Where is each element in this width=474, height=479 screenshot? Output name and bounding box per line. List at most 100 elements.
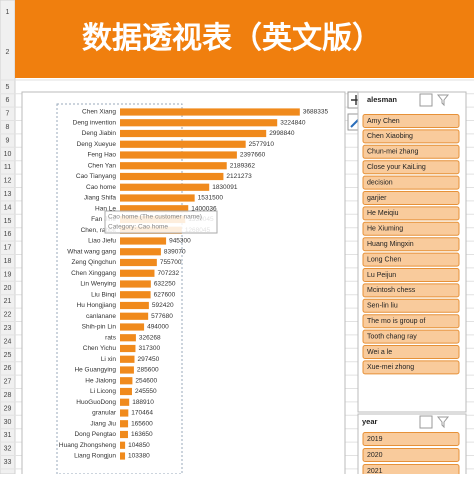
row-number: 31	[4, 432, 12, 439]
slicer-item-label: Amy Chen	[367, 118, 400, 125]
slicer-item-label: garjier	[367, 195, 387, 202]
category-label: Chen Yichu	[83, 345, 117, 352]
data-label: 2998840	[269, 130, 295, 137]
data-label: 103380	[128, 453, 150, 460]
row-number: 13	[4, 191, 12, 198]
slicer-item-label: Huang Mingxin	[367, 241, 414, 248]
row-number: 20	[4, 285, 12, 292]
slicer-header: year	[362, 417, 378, 426]
category-label: Cao Tianyang	[76, 173, 116, 180]
category-label: rats	[105, 334, 117, 341]
bar	[120, 119, 278, 127]
data-label: 945300	[169, 238, 191, 245]
data-label: 3224840	[280, 119, 306, 126]
slicer-item-label: Wei a le	[367, 349, 392, 356]
slicer-item[interactable]	[362, 221, 460, 236]
category-label: Lin Wenying	[80, 281, 116, 288]
bar	[120, 420, 129, 428]
slicer-item-label: The mo is group of	[367, 318, 425, 325]
slicer-item[interactable]	[362, 175, 460, 190]
row-number: 16	[4, 231, 12, 238]
banner-title: 数据透视表（英文版）	[82, 21, 382, 55]
chart-area	[21, 91, 346, 479]
row-number: 23	[4, 325, 12, 332]
category-label: Han Le	[95, 205, 116, 212]
multi-select-button[interactable]	[419, 93, 433, 107]
data-label: 285600	[137, 367, 159, 374]
slicer-item[interactable]	[362, 191, 460, 205]
data-label: 2397660	[240, 152, 266, 159]
slicer-item[interactable]	[362, 314, 460, 329]
row-number: 27	[4, 379, 12, 386]
bar	[120, 108, 300, 116]
bar	[120, 334, 136, 342]
slicer-item[interactable]	[362, 237, 460, 252]
slicer-item[interactable]	[362, 329, 460, 344]
slicer-item[interactable]	[362, 283, 460, 298]
data-label: 494000	[147, 324, 169, 331]
bar	[120, 194, 195, 202]
bar	[120, 237, 167, 245]
data-label: 755700	[160, 259, 182, 266]
bar	[120, 301, 149, 310]
bar	[120, 366, 134, 374]
bar	[120, 430, 128, 439]
category-label: Fan Jine	[91, 216, 116, 223]
bar	[120, 129, 267, 138]
slicer-item[interactable]	[362, 252, 460, 267]
row-number: 5	[6, 84, 10, 91]
slicer-item[interactable]	[362, 114, 460, 128]
category-label: Deng invention	[73, 119, 117, 126]
category-label: Zeng Qingchun	[72, 259, 117, 266]
bar	[120, 344, 136, 353]
slicer-item[interactable]	[362, 160, 460, 175]
clear-filter-button[interactable]	[436, 416, 450, 429]
row-number: 25	[4, 352, 12, 359]
row-number: 22	[4, 312, 12, 319]
slicer-header: alesman	[367, 95, 397, 104]
slicer-item[interactable]	[362, 129, 460, 144]
slicer-item[interactable]	[362, 144, 460, 159]
slicer-item[interactable]	[362, 360, 460, 375]
category-label: Dong Pengtao	[74, 431, 116, 438]
row-number: 17	[4, 245, 12, 252]
category-label: Cao home	[86, 184, 116, 191]
bar	[120, 248, 161, 256]
multi-select-button[interactable]	[419, 415, 433, 429]
row-number: 19	[4, 271, 12, 278]
category-label: Shih-pin Lin	[82, 324, 117, 331]
bar	[120, 323, 145, 331]
bar	[120, 377, 133, 385]
category-label: Huang Zhongsheng	[59, 442, 116, 449]
slicer-item[interactable]	[362, 448, 460, 462]
row-number: 28	[4, 392, 12, 399]
data-label: 2189362	[230, 162, 256, 169]
slicer-item-label: Chun-mei zhang	[367, 149, 418, 156]
bar	[120, 205, 189, 213]
clear-filter-button[interactable]	[436, 94, 450, 107]
bar	[120, 258, 157, 267]
slicer-item[interactable]	[362, 298, 460, 313]
slicer-item[interactable]	[362, 432, 460, 446]
category-label: Li Licong	[90, 388, 116, 395]
slicer-item-label: Long Chen	[367, 256, 401, 263]
slicer-item-label: He Meiqiu	[367, 210, 399, 217]
row-number: 12	[4, 178, 12, 185]
category-label: He Jialong	[85, 377, 116, 384]
row-number: 10	[4, 151, 12, 158]
category-label: What wang gang	[67, 248, 116, 255]
slicer-item-label: Mcintosh chess	[367, 287, 416, 294]
category-label: Feng Hao	[87, 152, 116, 159]
bar	[120, 172, 224, 181]
slicer-item[interactable]	[362, 206, 460, 221]
data-label: 577680	[151, 313, 173, 320]
row-number: 33	[4, 459, 12, 466]
data-label: 1531500	[198, 195, 224, 202]
category-label: Jiang Jiu	[90, 420, 116, 427]
row-number: 29	[4, 405, 12, 412]
bar	[120, 269, 155, 277]
slicer-item[interactable]	[362, 345, 460, 359]
category-label: granular	[92, 410, 117, 417]
slicer-item[interactable]	[362, 268, 460, 282]
data-label: 317300	[138, 345, 160, 352]
